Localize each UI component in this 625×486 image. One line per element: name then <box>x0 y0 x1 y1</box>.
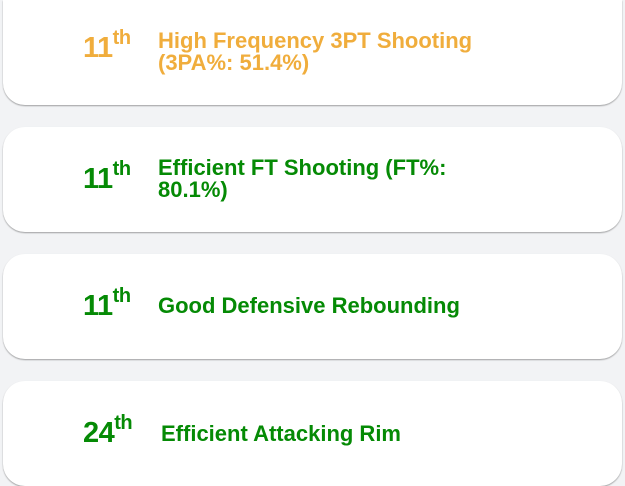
stat-card: 11th Good Defensive Rebounding <box>3 254 622 359</box>
stat-label: Good Defensive Rebounding <box>158 293 460 318</box>
stat-label: Efficient FT Shooting (FT%: 80.1%) <box>158 155 447 202</box>
rank: 11th <box>83 159 131 196</box>
rank-suffix: th <box>112 27 131 49</box>
rank-suffix: th <box>112 158 131 180</box>
rank: 11th <box>83 286 131 323</box>
stat-label: High Frequency 3PT Shooting (3PA%: 51.4%… <box>158 28 473 75</box>
rank-number: 11 <box>83 290 113 322</box>
rank-number: 24 <box>83 417 115 449</box>
rank-number: 11 <box>83 32 113 64</box>
rank: 11th <box>83 28 131 65</box>
stat-card: 11th High Frequency 3PT Shooting (3PA%: … <box>3 0 622 105</box>
rank-suffix: th <box>114 412 133 434</box>
rank: 24th <box>83 413 133 450</box>
stat-card: 11th Efficient FT Shooting (FT%: 80.1%) <box>3 127 622 232</box>
stat-label: Efficient Attacking Rim <box>161 421 401 446</box>
rank-number: 11 <box>83 163 113 195</box>
rank-suffix: th <box>112 285 131 307</box>
stat-card: 24th Efficient Attacking Rim <box>3 381 622 486</box>
